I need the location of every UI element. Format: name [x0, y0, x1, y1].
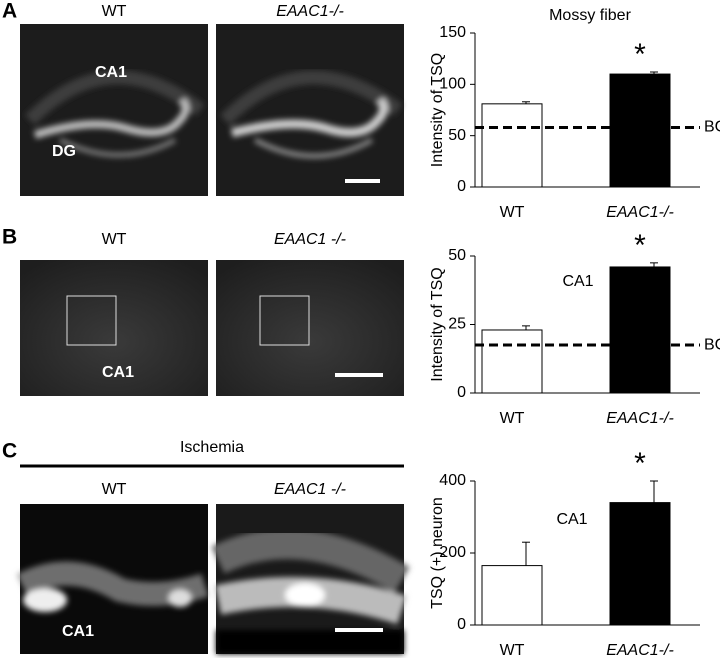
- chart-title: CA1: [556, 511, 587, 528]
- y-tick-label: 0: [457, 384, 466, 401]
- image-title: WT: [102, 3, 127, 20]
- x-tick-label: EAAC1-/-: [606, 204, 674, 221]
- panel-label: A: [2, 0, 17, 23]
- y-tick-label: 0: [457, 616, 466, 633]
- bar: [481, 565, 543, 626]
- bar: [481, 103, 543, 188]
- reference-label: BG: [704, 119, 720, 136]
- x-tick-label: EAAC1-/-: [606, 410, 674, 427]
- y-axis-label: Intensity of TSQ: [429, 267, 446, 381]
- image-title: EAAC1 -/-: [274, 231, 346, 248]
- panel-label: B: [2, 226, 17, 249]
- bar: [609, 73, 671, 188]
- image-title: WT: [102, 231, 127, 248]
- x-tick-label: WT: [500, 410, 525, 427]
- bar: [609, 266, 671, 394]
- reference-label: BG: [704, 336, 720, 353]
- bar: [481, 329, 543, 394]
- region-label: CA1: [102, 364, 134, 381]
- x-tick-label: WT: [500, 642, 525, 658]
- y-axis-label: TSQ (+) neuron: [429, 497, 446, 609]
- x-tick-label: WT: [500, 204, 525, 221]
- micrograph: [20, 260, 208, 396]
- y-tick-label: 200: [439, 544, 466, 561]
- panel-label: C: [2, 440, 17, 463]
- chart-title: CA1: [562, 273, 593, 290]
- region-label: CA1: [95, 64, 127, 81]
- hippocampus: [25, 70, 403, 159]
- y-tick-label: 0: [457, 178, 466, 195]
- y-tick-label: 150: [439, 24, 466, 41]
- bar: [609, 502, 671, 626]
- region-label: DG: [52, 143, 76, 160]
- image-title: EAAC1 -/-: [274, 481, 346, 498]
- y-tick-label: 400: [439, 472, 466, 489]
- y-tick-label: 50: [448, 127, 466, 144]
- x-tick-label: EAAC1-/-: [606, 642, 674, 658]
- roi-box: [66, 295, 117, 346]
- chart-title: Mossy fiber: [549, 7, 631, 24]
- image-title: EAAC1-/-: [276, 3, 344, 20]
- y-tick-label: 100: [439, 76, 466, 93]
- region-label: CA1: [62, 623, 94, 640]
- y-tick-label: 25: [448, 316, 466, 333]
- y-tick-label: 50: [448, 247, 466, 264]
- micrograph: [216, 24, 404, 196]
- cell-layer: [16, 529, 410, 654]
- roi-box: [259, 295, 310, 346]
- y-axis-label: Intensity of TSQ: [429, 53, 446, 167]
- group-header: Ischemia: [180, 439, 244, 456]
- significance-mark: *: [634, 38, 646, 71]
- significance-mark: *: [634, 229, 646, 262]
- significance-mark: *: [634, 447, 646, 480]
- image-title: WT: [102, 481, 127, 498]
